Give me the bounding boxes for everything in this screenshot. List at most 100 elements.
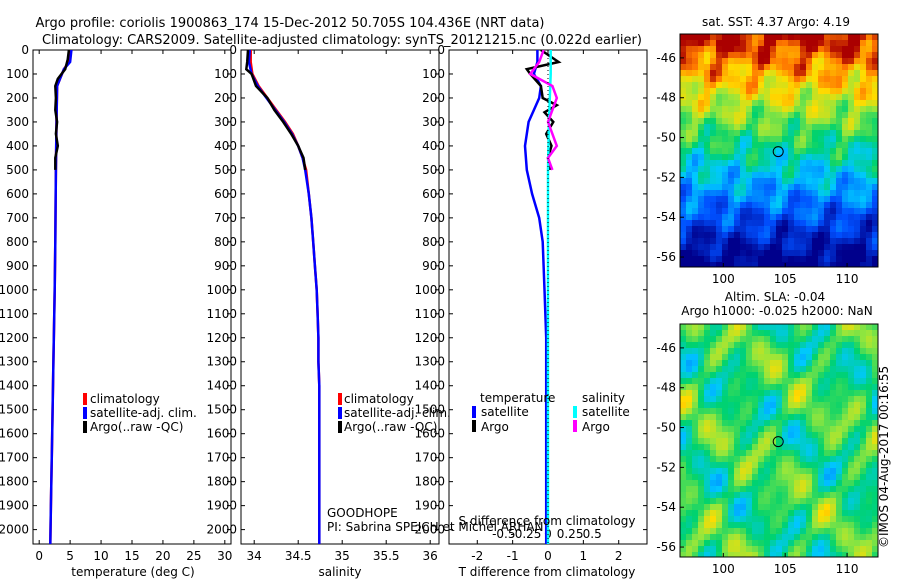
map-cell <box>728 354 734 360</box>
map-cell <box>872 232 878 238</box>
map-cell <box>866 396 872 402</box>
map-cell <box>812 64 818 70</box>
map-cell <box>800 148 806 154</box>
map-cell <box>818 160 824 166</box>
map-cell <box>758 342 764 348</box>
map-cell <box>752 58 758 64</box>
map-cell <box>836 160 842 166</box>
map-cell <box>788 196 794 202</box>
map-cell <box>824 546 830 552</box>
map-cell <box>764 70 770 76</box>
map-cell <box>716 136 722 142</box>
map-cell <box>794 64 800 70</box>
map-cell <box>782 372 788 378</box>
map-cell <box>758 172 764 178</box>
map-cell <box>716 522 722 528</box>
map-cell <box>698 342 704 348</box>
map-cell <box>860 462 866 468</box>
map-cell <box>770 202 776 208</box>
map-cell <box>680 94 686 100</box>
map-cell <box>728 540 734 546</box>
map-cell <box>812 256 818 262</box>
map-cell <box>776 450 782 456</box>
map-cell <box>866 166 872 172</box>
map-cell <box>686 208 692 214</box>
map-cell <box>794 166 800 172</box>
map-cell <box>752 324 758 330</box>
map-cell <box>746 414 752 420</box>
map-cell <box>722 250 728 256</box>
map-cell <box>842 82 848 88</box>
map-cell <box>776 438 782 444</box>
map-cell <box>800 426 806 432</box>
map-cell <box>806 202 812 208</box>
map-cell <box>866 160 872 166</box>
map-cell <box>764 408 770 414</box>
map-cell <box>716 220 722 226</box>
map-cell <box>824 238 830 244</box>
map-cell <box>680 348 686 354</box>
map-cell <box>716 100 722 106</box>
map-cell <box>758 52 764 58</box>
map-cell <box>800 94 806 100</box>
map-cell <box>746 244 752 250</box>
map-cell <box>710 112 716 118</box>
series-line-climatology <box>49 50 72 544</box>
map-cell <box>698 456 704 462</box>
map-cell <box>800 546 806 552</box>
map-cell <box>764 238 770 244</box>
map-cell <box>848 238 854 244</box>
map-cell <box>764 88 770 94</box>
map-cell <box>782 256 788 262</box>
map-cell <box>830 408 836 414</box>
map-cell <box>752 256 758 262</box>
map-cell <box>824 330 830 336</box>
x-tick-label: -2 <box>471 549 483 563</box>
depth-tick-label: 1200 <box>206 331 237 345</box>
map-cell <box>842 516 848 522</box>
map-cell <box>710 220 716 226</box>
temperature-legend: climatology satellite-adj. clim. Argo(..… <box>83 392 197 434</box>
map-cell <box>758 492 764 498</box>
map-cell <box>848 154 854 160</box>
map-cell <box>818 552 824 557</box>
map-cell <box>758 154 764 160</box>
map-cell <box>818 94 824 100</box>
legend-label-s-argo: Argo <box>582 420 610 434</box>
map-cell <box>752 546 758 552</box>
map-cell <box>692 40 698 46</box>
map-cell <box>686 432 692 438</box>
map-cell <box>704 390 710 396</box>
map-cell <box>818 408 824 414</box>
map-cell <box>728 486 734 492</box>
map-cell <box>746 444 752 450</box>
map-cell <box>812 360 818 366</box>
map-cell <box>734 534 740 540</box>
map-cell <box>776 462 782 468</box>
map-cell <box>842 136 848 142</box>
map-cell <box>692 462 698 468</box>
map-cell <box>824 420 830 426</box>
difference-series <box>523 50 562 544</box>
map-cell <box>818 456 824 462</box>
depth-tick-label: 600 <box>214 187 237 201</box>
map-cell <box>734 450 740 456</box>
map-cell <box>740 166 746 172</box>
map-cell <box>860 262 866 267</box>
map-cell <box>806 498 812 504</box>
map-cell <box>728 88 734 94</box>
map-cell <box>740 82 746 88</box>
map-cell <box>716 510 722 516</box>
map-cell <box>710 366 716 372</box>
map-cell <box>752 516 758 522</box>
depth-tick-label: 100 <box>6 67 29 81</box>
depth-tick-label: 0 <box>229 43 237 57</box>
map-cell <box>722 402 728 408</box>
map-cell <box>866 510 872 516</box>
depth-tick-label: 1900 <box>0 499 29 513</box>
map-cell <box>866 372 872 378</box>
map-cell <box>800 244 806 250</box>
map-cell <box>818 190 824 196</box>
map-cell <box>794 330 800 336</box>
map-cell <box>686 378 692 384</box>
